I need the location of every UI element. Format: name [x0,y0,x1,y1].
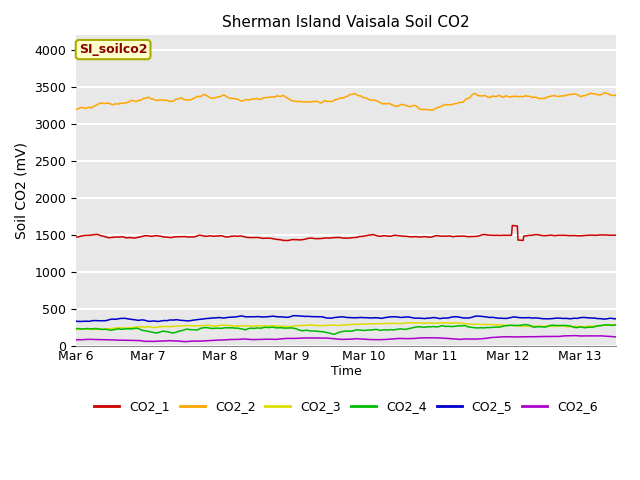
Line: CO2_5: CO2_5 [76,316,616,322]
CO2_5 [390,314,397,320]
CO2_2 [314,98,321,104]
CO2_2 [416,106,424,112]
Line: CO2_4: CO2_4 [76,324,616,334]
CO2_5 [316,314,323,320]
CO2_1 [612,232,620,238]
CO2_5 [612,316,620,322]
Legend: CO2_1, CO2_2, CO2_3, CO2_4, CO2_5, CO2_6: CO2_1, CO2_2, CO2_3, CO2_4, CO2_5, CO2_6 [89,396,603,418]
Y-axis label: Soil CO2 (mV): Soil CO2 (mV) [15,142,29,239]
CO2_3 [501,323,509,328]
CO2_4 [417,324,424,330]
CO2_6 [182,339,189,345]
CO2_5 [252,314,259,320]
CO2_1 [388,233,396,239]
CO2_2 [388,102,396,108]
CO2_1 [251,235,259,240]
CO2_3 [252,323,259,329]
CO2_3 [72,326,80,332]
CO2_1 [284,238,291,243]
CO2_1 [510,223,518,228]
CO2_2 [500,94,508,100]
CO2_6 [612,334,620,340]
CO2_6 [252,336,259,342]
Line: CO2_6: CO2_6 [76,336,616,342]
Line: CO2_2: CO2_2 [76,93,616,110]
CO2_1 [314,236,322,241]
CO2_1 [72,234,80,240]
CO2_2 [175,96,183,102]
CO2_2 [428,107,435,113]
CO2_3 [388,321,396,326]
CO2_3 [612,322,620,327]
CO2_6 [388,336,396,342]
CO2_1 [417,234,424,240]
CO2_5 [72,318,80,324]
CO2_3 [314,323,322,328]
CO2_6 [570,333,577,338]
CO2_5 [77,319,84,324]
CO2_4 [251,325,259,331]
CO2_4 [521,322,529,327]
CO2_4 [388,327,396,333]
CO2_6 [72,337,80,343]
CO2_5 [176,317,184,323]
CO2_4 [330,331,338,337]
CO2_1 [500,232,508,238]
X-axis label: Time: Time [331,365,362,378]
CO2_2 [612,92,620,97]
Line: CO2_1: CO2_1 [76,226,616,240]
CO2_3 [417,320,424,326]
CO2_6 [314,335,322,341]
CO2_6 [175,338,183,344]
CO2_2 [251,96,259,102]
CO2_4 [175,328,183,334]
CO2_5 [501,315,509,321]
CO2_2 [601,90,609,96]
CO2_3 [88,326,95,332]
CO2_2 [72,106,80,112]
CO2_3 [176,323,184,329]
CO2_1 [175,234,183,240]
CO2_5 [417,315,425,321]
Title: Sherman Island Vaisala Soil CO2: Sherman Island Vaisala Soil CO2 [222,15,470,30]
CO2_4 [500,323,508,329]
Text: SI_soilco2: SI_soilco2 [79,43,147,56]
CO2_4 [612,322,620,327]
CO2_6 [500,334,508,340]
CO2_6 [417,335,424,341]
Line: CO2_3: CO2_3 [76,323,616,329]
CO2_4 [72,326,80,332]
CO2_5 [291,313,298,319]
CO2_4 [314,328,321,334]
CO2_3 [442,320,449,325]
